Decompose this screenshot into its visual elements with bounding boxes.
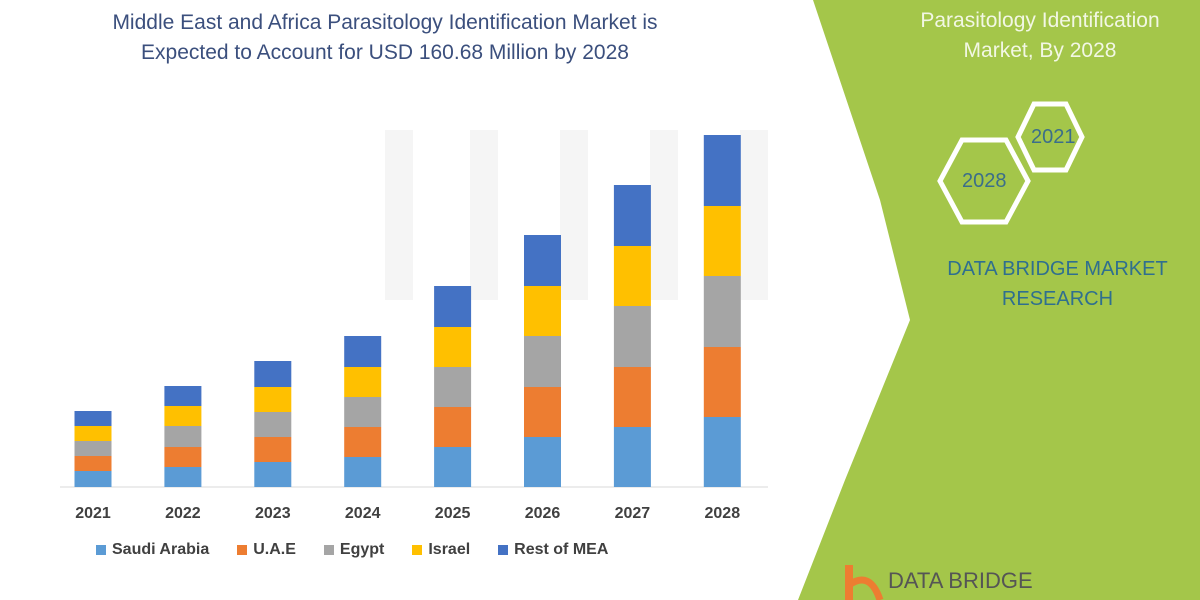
- bar-2021-saudi-arabia: [74, 471, 112, 487]
- bar-2021-u-a-e: [74, 456, 112, 471]
- x-tick-2028: 2028: [705, 505, 741, 522]
- bar-2022-israel: [164, 406, 202, 426]
- legend-item: U.A.E: [237, 541, 296, 559]
- bar-2028-egypt: [703, 276, 741, 347]
- bars: [74, 135, 741, 487]
- logo-text: DATA BRIDGE: [888, 568, 1033, 593]
- bar-2023-saudi-arabia: [254, 462, 292, 487]
- bar-2024-u-a-e: [344, 427, 382, 457]
- x-tick-2023: 2023: [255, 505, 291, 522]
- bar-2023-egypt: [254, 412, 292, 437]
- legend-swatch: [323, 545, 334, 555]
- x-tick-2024: 2024: [345, 505, 381, 522]
- logo-icon: [845, 565, 884, 600]
- bar-2027-israel: [613, 246, 651, 306]
- x-tick-2026: 2026: [525, 505, 561, 522]
- bar-2028-israel: [703, 206, 741, 276]
- bar-2021-israel: [74, 426, 112, 441]
- bar-2026-israel: [524, 286, 561, 336]
- legend-label: U.A.E: [253, 541, 296, 558]
- bar-2022-rest-of-mea: [164, 386, 202, 406]
- bar-2025-rest-of-mea: [434, 286, 472, 327]
- hex-year-2021: 2021: [1031, 126, 1076, 148]
- title-line-1: Middle East and Africa Parasitology Iden…: [112, 11, 658, 34]
- x-tick-2021: 2021: [75, 505, 111, 522]
- legend-swatch: [498, 545, 509, 555]
- bar-2025-egypt: [434, 367, 472, 407]
- bar-2028-rest-of-mea: [703, 135, 741, 206]
- legend-item: Egypt: [323, 541, 385, 559]
- bar-2026-egypt: [524, 336, 561, 387]
- bar-2027-rest-of-mea: [613, 185, 651, 246]
- hexagon-2021: [1015, 101, 1085, 173]
- side-title: Parasitology Identification Market, By 2…: [880, 6, 1200, 66]
- bar-2024-rest-of-mea: [344, 336, 382, 367]
- legend-swatch: [412, 545, 423, 555]
- bar-2023-u-a-e: [254, 437, 292, 462]
- bar-2023-israel: [254, 387, 292, 412]
- legend-label: Israel: [428, 541, 471, 558]
- brand-line-1: DATA BRIDGE MARKET: [947, 258, 1168, 280]
- bar-2022-u-a-e: [164, 447, 202, 467]
- bar-2023-rest-of-mea: [254, 361, 292, 387]
- bar-2021-egypt: [74, 441, 112, 456]
- bar-2022-saudi-arabia: [164, 467, 202, 487]
- legend-item: Saudi Arabia: [96, 541, 209, 559]
- legend-item: Rest of MEA: [498, 541, 608, 559]
- bar-2026-saudi-arabia: [524, 437, 561, 487]
- side-title-line-1: Parasitology Identification: [920, 9, 1160, 32]
- bar-2026-u-a-e: [524, 387, 561, 437]
- bar-2024-saudi-arabia: [344, 457, 382, 487]
- green-panel: [798, 0, 1200, 600]
- title-line-2: Expected to Account for USD 160.68 Milli…: [141, 41, 629, 64]
- legend-label: Egypt: [339, 541, 385, 558]
- x-tick-2025: 2025: [435, 505, 471, 522]
- bar-2024-israel: [344, 367, 382, 397]
- legend-swatch: [237, 545, 248, 555]
- x-tick-2022: 2022: [165, 505, 201, 522]
- hex-year-2028: 2028: [962, 170, 1007, 192]
- x-tick-2027: 2027: [615, 505, 651, 522]
- bar-2028-u-a-e: [703, 347, 741, 417]
- legend-label: Rest of MEA: [514, 541, 609, 558]
- x-tick-labels: 2021 2022 2023 2024 2025 2026 2027 2028: [75, 505, 740, 522]
- bar-2021-rest-of-mea: [74, 411, 112, 426]
- side-title-line-2: Market, By 2028: [963, 39, 1117, 62]
- legend-label: Saudi Arabia: [112, 541, 210, 558]
- bar-2027-egypt: [613, 306, 651, 367]
- brand-text: DATA BRIDGE MARKET RESEARCH: [925, 254, 1190, 314]
- bar-2025-israel: [434, 327, 472, 367]
- brand-line-2: RESEARCH: [1001, 288, 1114, 310]
- bar-2025-u-a-e: [434, 407, 472, 447]
- bar-2025-saudi-arabia: [434, 447, 472, 487]
- hexagon-2028: [937, 137, 1031, 225]
- bar-2026-rest-of-mea: [524, 235, 561, 286]
- chart-title: Middle East and Africa Parasitology Iden…: [40, 8, 730, 68]
- legend-item: Israel: [412, 541, 470, 559]
- bar-2027-saudi-arabia: [613, 427, 651, 487]
- legend: Saudi Arabia U.A.E Egypt Israel Rest of MEA: [96, 541, 636, 559]
- legend-swatch: [96, 545, 106, 555]
- bar-2022-egypt: [164, 426, 202, 447]
- bar-2028-saudi-arabia: [703, 417, 741, 487]
- bar-2024-egypt: [344, 397, 382, 427]
- bar-2027-u-a-e: [613, 367, 651, 427]
- watermark: [385, 130, 768, 300]
